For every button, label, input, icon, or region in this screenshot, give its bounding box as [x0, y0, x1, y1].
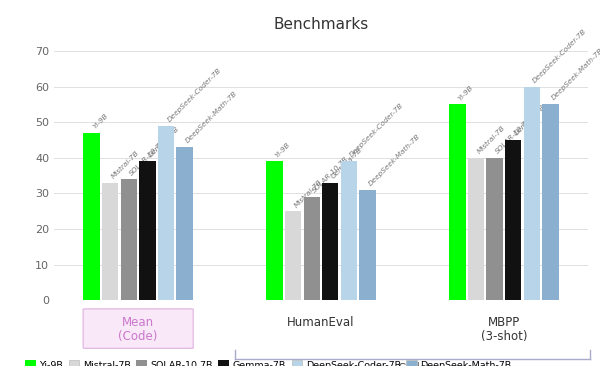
Bar: [158, 126, 174, 300]
Text: Yi-9B: Yi-9B: [274, 141, 292, 158]
Bar: [83, 133, 100, 300]
Bar: [285, 211, 301, 300]
Bar: [322, 183, 338, 300]
Bar: [266, 161, 283, 300]
Text: DeepSeek-Coder-7B: DeepSeek-Coder-7B: [532, 28, 588, 84]
Text: DeepSeek-Coder-7B: DeepSeek-Coder-7B: [349, 102, 405, 158]
Text: Code: Code: [397, 362, 427, 366]
Bar: [176, 147, 193, 300]
Text: HumanEval: HumanEval: [287, 316, 355, 329]
Legend: Yi-9B, Mistral-7B, SOLAR-10.7B, Gemma-7B, DeepSeek-Coder-7B, DeepSeek-Math-7B: Yi-9B, Mistral-7B, SOLAR-10.7B, Gemma-7B…: [22, 356, 515, 366]
FancyBboxPatch shape: [83, 309, 193, 348]
Text: DeepSeek-Math-7B: DeepSeek-Math-7B: [368, 133, 422, 187]
Text: Mistral-7B: Mistral-7B: [476, 125, 506, 155]
Bar: [359, 190, 376, 300]
Bar: [304, 197, 320, 300]
Bar: [542, 104, 559, 300]
Title: Benchmarks: Benchmarks: [274, 17, 368, 32]
Text: Mean: Mean: [122, 316, 154, 329]
Bar: [341, 161, 357, 300]
Text: Mistral-7B: Mistral-7B: [110, 150, 140, 180]
Text: MBPP: MBPP: [488, 316, 520, 329]
Text: Yi-9B: Yi-9B: [92, 113, 109, 130]
Text: SOLAR-10.7B: SOLAR-10.7B: [311, 156, 350, 194]
Bar: [121, 179, 137, 300]
Bar: [468, 158, 484, 300]
Text: DeepSeek-Math-7B: DeepSeek-Math-7B: [550, 48, 600, 101]
Bar: [487, 158, 503, 300]
Text: Gemma-7B: Gemma-7B: [331, 146, 364, 180]
Text: SOLAR-10.7B: SOLAR-10.7B: [494, 117, 533, 155]
Bar: [449, 104, 466, 300]
Text: (Code): (Code): [118, 330, 158, 343]
Bar: [102, 183, 118, 300]
Text: Yi-9B: Yi-9B: [457, 84, 475, 101]
Text: DeepSeek-Coder-7B: DeepSeek-Coder-7B: [166, 67, 222, 123]
Text: Mistral-7B: Mistral-7B: [293, 178, 323, 208]
Text: SOLAR-10.7B: SOLAR-10.7B: [129, 138, 167, 176]
Text: Gemma-7B: Gemma-7B: [513, 104, 547, 137]
Bar: [139, 161, 155, 300]
Text: (3-shot): (3-shot): [481, 330, 527, 343]
Text: Gemma-7B: Gemma-7B: [148, 125, 181, 158]
Bar: [505, 140, 521, 300]
Text: DeepSeek-Math-7B: DeepSeek-Math-7B: [185, 90, 239, 144]
Bar: [524, 86, 540, 300]
